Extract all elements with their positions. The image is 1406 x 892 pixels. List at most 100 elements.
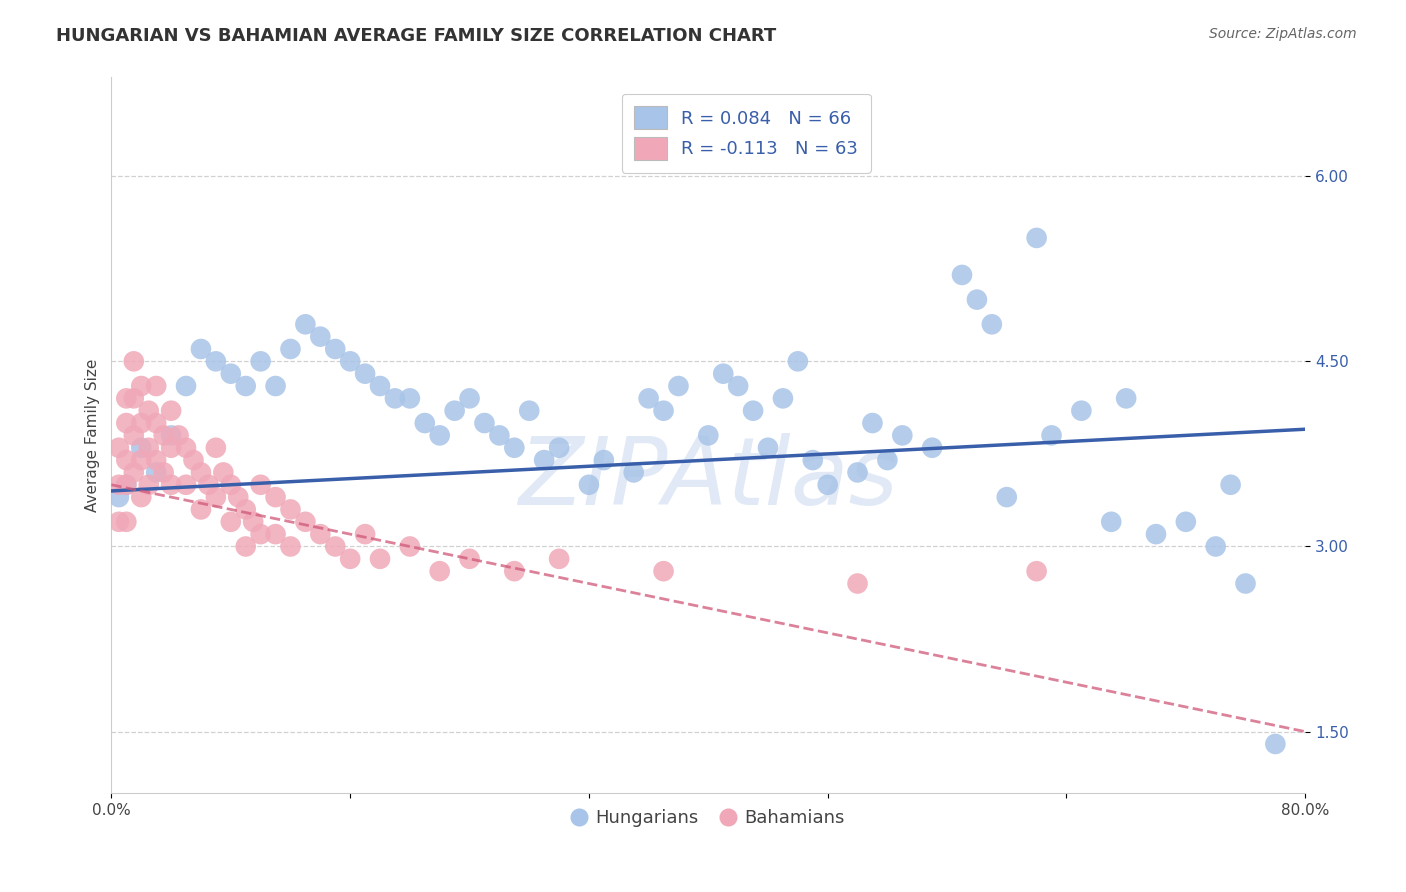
Point: [190, 466, 212, 480]
Point: [1025, 231, 1047, 245]
Point: [846, 576, 869, 591]
Point: [862, 416, 884, 430]
Point: [756, 441, 779, 455]
Point: [1174, 515, 1197, 529]
Point: [846, 466, 869, 480]
Point: [399, 540, 422, 554]
Point: [637, 392, 659, 406]
Point: [323, 342, 346, 356]
Point: [668, 379, 690, 393]
Point: [966, 293, 988, 307]
Point: [129, 453, 152, 467]
Point: [138, 403, 160, 417]
Point: [205, 490, 228, 504]
Point: [108, 441, 131, 455]
Point: [197, 477, 219, 491]
Point: [368, 379, 391, 393]
Point: [1040, 428, 1063, 442]
Point: [183, 453, 205, 467]
Point: [354, 367, 377, 381]
Point: [138, 441, 160, 455]
Point: [108, 515, 131, 529]
Point: [354, 527, 377, 541]
Point: [786, 354, 808, 368]
Point: [115, 515, 138, 529]
Point: [517, 403, 540, 417]
Point: [174, 441, 197, 455]
Point: [129, 416, 152, 430]
Point: [264, 490, 287, 504]
Point: [108, 477, 131, 491]
Point: [242, 515, 264, 529]
Point: [219, 477, 242, 491]
Point: [280, 342, 302, 356]
Point: [219, 367, 242, 381]
Point: [138, 477, 160, 491]
Point: [429, 564, 451, 578]
Point: [458, 392, 481, 406]
Point: [129, 379, 152, 393]
Point: [145, 466, 167, 480]
Point: [129, 441, 152, 455]
Point: [711, 367, 734, 381]
Point: [413, 416, 436, 430]
Point: [264, 379, 287, 393]
Point: [122, 392, 145, 406]
Point: [160, 477, 183, 491]
Point: [399, 392, 422, 406]
Point: [1025, 564, 1047, 578]
Point: [190, 502, 212, 516]
Point: [129, 490, 152, 504]
Point: [152, 428, 174, 442]
Point: [801, 453, 824, 467]
Legend: Hungarians, Bahamians: Hungarians, Bahamians: [565, 802, 852, 834]
Point: [115, 416, 138, 430]
Point: [280, 502, 302, 516]
Point: [122, 428, 145, 442]
Point: [294, 318, 316, 332]
Point: [548, 441, 571, 455]
Point: [235, 379, 257, 393]
Point: [323, 540, 346, 554]
Point: [249, 477, 271, 491]
Point: [280, 540, 302, 554]
Point: [160, 428, 183, 442]
Point: [115, 477, 138, 491]
Point: [152, 466, 174, 480]
Point: [1144, 527, 1167, 541]
Point: [429, 428, 451, 442]
Point: [443, 403, 465, 417]
Point: [219, 515, 242, 529]
Point: [384, 392, 406, 406]
Text: Source: ZipAtlas.com: Source: ZipAtlas.com: [1209, 27, 1357, 41]
Point: [995, 490, 1018, 504]
Point: [249, 527, 271, 541]
Point: [503, 564, 526, 578]
Point: [876, 453, 898, 467]
Text: HUNGARIAN VS BAHAMIAN AVERAGE FAMILY SIZE CORRELATION CHART: HUNGARIAN VS BAHAMIAN AVERAGE FAMILY SIZ…: [56, 27, 776, 45]
Point: [1070, 403, 1092, 417]
Point: [368, 551, 391, 566]
Point: [309, 329, 332, 343]
Point: [1205, 540, 1227, 554]
Point: [891, 428, 914, 442]
Point: [474, 416, 496, 430]
Point: [578, 477, 600, 491]
Point: [697, 428, 720, 442]
Point: [652, 403, 675, 417]
Point: [533, 453, 555, 467]
Point: [235, 502, 257, 516]
Point: [980, 318, 1002, 332]
Point: [1264, 737, 1286, 751]
Text: ZIPAtlas: ZIPAtlas: [519, 433, 898, 524]
Point: [727, 379, 749, 393]
Point: [160, 441, 183, 455]
Point: [264, 527, 287, 541]
Point: [205, 441, 228, 455]
Point: [145, 453, 167, 467]
Point: [226, 490, 249, 504]
Point: [1099, 515, 1122, 529]
Point: [294, 515, 316, 529]
Point: [1115, 392, 1137, 406]
Point: [235, 540, 257, 554]
